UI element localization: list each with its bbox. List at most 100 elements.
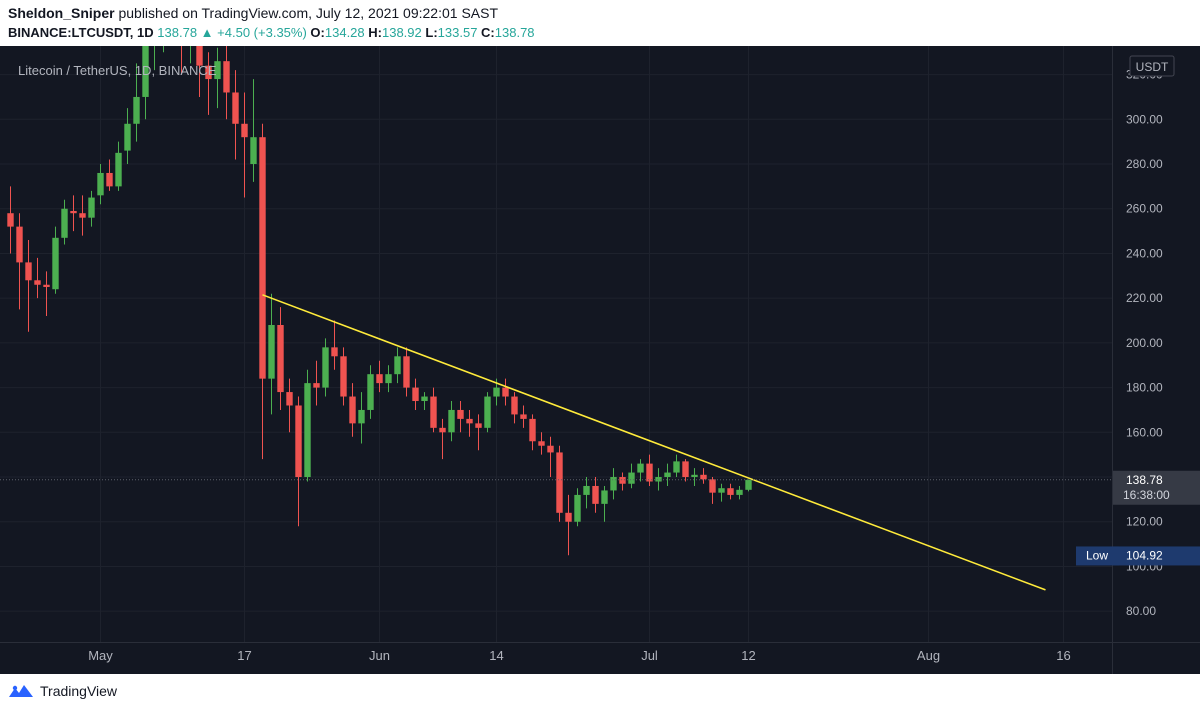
candle-body (385, 374, 392, 384)
candle-body (736, 489, 743, 495)
candle (736, 485, 743, 500)
candle (646, 454, 653, 486)
chart-frame[interactable]: Litecoin / TetherUS, 1D, BINANCE 80.00 10… (0, 46, 1200, 674)
open-value: 134.28 (324, 25, 365, 40)
candlestick-chart[interactable]: Litecoin / TetherUS, 1D, BINANCE 80.00 10… (0, 46, 1200, 674)
low-value: 133.57 (437, 25, 478, 40)
candle (673, 454, 680, 478)
candle (448, 401, 455, 442)
change-text: +4.50 (+3.35%) (217, 25, 307, 40)
candle-body (205, 65, 212, 80)
candle (475, 414, 482, 451)
candle-body (340, 356, 347, 397)
candle-body (52, 237, 59, 290)
time-tick-label: May (88, 648, 113, 663)
candle (556, 445, 563, 522)
candle (700, 468, 707, 484)
low-tag (1076, 546, 1119, 566)
candle-body (547, 445, 554, 453)
candle-body (304, 383, 311, 478)
candle (214, 47, 221, 109)
price-tick-label: 80.00 (1126, 604, 1156, 618)
candle (25, 240, 32, 332)
axis-layer: 80.00100.00120.00140.00160.00180.00200.0… (0, 46, 1200, 674)
candle (583, 477, 590, 509)
candle-body (349, 396, 356, 424)
candle (349, 383, 356, 437)
candle (205, 52, 212, 115)
candle-body (106, 172, 113, 187)
candle-body (601, 490, 608, 504)
high-value: 138.92 (381, 25, 422, 40)
candle (154, 46, 155, 71)
candle (421, 392, 428, 410)
candle (115, 141, 122, 191)
candle (286, 378, 293, 433)
candle-body (34, 280, 41, 285)
brand-name: TradingView (40, 683, 118, 699)
up-arrow-icon: ▲ (200, 25, 214, 40)
candle (88, 190, 95, 227)
candle (565, 494, 572, 556)
candle-body (142, 46, 149, 97)
candle-body (223, 61, 230, 93)
candle (529, 414, 536, 451)
candle-body (313, 383, 320, 388)
candle-body (214, 61, 221, 80)
candle (682, 459, 689, 482)
candle (322, 338, 329, 397)
candle (655, 468, 662, 491)
candle-body (286, 392, 293, 406)
candle (268, 293, 275, 415)
tradingview-brand[interactable]: TradingView (8, 683, 117, 699)
candle (502, 378, 509, 406)
candle (340, 347, 347, 406)
candle (628, 463, 635, 489)
candle (376, 360, 383, 393)
candle-body (115, 152, 122, 187)
candle (43, 271, 50, 317)
author-name[interactable]: Sheldon_Sniper (8, 5, 115, 21)
time-tick-label: Jun (369, 648, 390, 663)
candle (547, 436, 554, 478)
candle (358, 392, 365, 444)
low-value-label: 104.92 (1126, 548, 1163, 562)
candle-body (43, 284, 50, 287)
open-label: O: (310, 25, 325, 40)
candle-body (655, 477, 662, 482)
ohlc-legend: BINANCE:LTCUSDT, 1D 138.78 ▲ +4.50 (+3.3… (8, 25, 535, 40)
chart-background (0, 46, 1200, 674)
chart-title: Litecoin / TetherUS, 1D, BINANCE (18, 63, 217, 78)
candle-body (61, 208, 68, 238)
price-tick-label: 180.00 (1126, 381, 1163, 395)
candle-body (412, 387, 419, 402)
candle-body (511, 396, 518, 415)
candle (52, 226, 59, 294)
candle-body (232, 92, 239, 124)
price-tick-label: 120.00 (1126, 515, 1163, 529)
candle (181, 46, 182, 75)
trendline (262, 294, 1046, 591)
candle-body (70, 210, 77, 214)
candle-body (628, 472, 635, 484)
candle-body (367, 374, 374, 410)
candle-body (457, 409, 464, 419)
time-tick-label: 14 (489, 648, 503, 663)
candle-body (592, 485, 599, 504)
candle-body (520, 414, 527, 419)
candle (385, 365, 392, 393)
candle (637, 459, 644, 482)
candle (142, 46, 149, 120)
candle (466, 409, 473, 437)
candle (241, 92, 248, 198)
candle-body (88, 197, 95, 218)
candle (70, 195, 77, 232)
candle (430, 387, 437, 433)
overlay-layer (0, 294, 1112, 591)
publication-line: Sheldon_Sniper published on TradingView.… (8, 5, 498, 21)
candle-body (394, 356, 401, 375)
candle-body (493, 387, 500, 397)
candle (574, 488, 581, 527)
candle (34, 257, 41, 299)
candle-body (358, 409, 365, 424)
